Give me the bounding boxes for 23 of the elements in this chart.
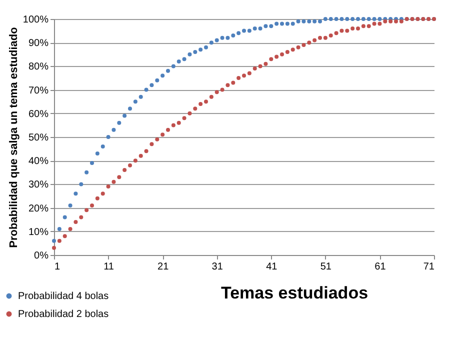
y-tick-label: 20% [28,203,49,214]
x-tick-label: 11 [104,262,114,272]
y-tick-label: 60% [28,108,49,120]
y-tick-label: 40% [28,156,49,168]
y-axis-title: Probabilidad que salga un tema estudiado [8,26,20,248]
y-tick-label: 30% [28,180,49,191]
legend-label: Probabilidad 2 bolas [18,309,109,320]
x-tick-label: 31 [212,262,224,272]
x-tick-label: 41 [266,262,278,272]
y-tick-label: 50% [28,132,49,144]
x-tick-label: 21 [158,262,170,272]
y-tick-label: 90% [28,38,49,50]
y-tick-label: 10% [28,226,49,238]
legend-label: Probabilidad 4 bolas [18,291,109,302]
x-tick-label: 51 [320,262,332,272]
x-tick-label: 61 [374,262,386,272]
y-tick-label: 0% [34,250,49,262]
y-tick-label: 80% [28,62,49,73]
x-axis-title: Temas estudiados [220,284,368,302]
y-tick-label: 70% [28,85,49,96]
x-tick-label: 71 [423,262,435,272]
x-tick-label: 1 [54,262,60,272]
y-tick-label: 100% [22,14,49,26]
